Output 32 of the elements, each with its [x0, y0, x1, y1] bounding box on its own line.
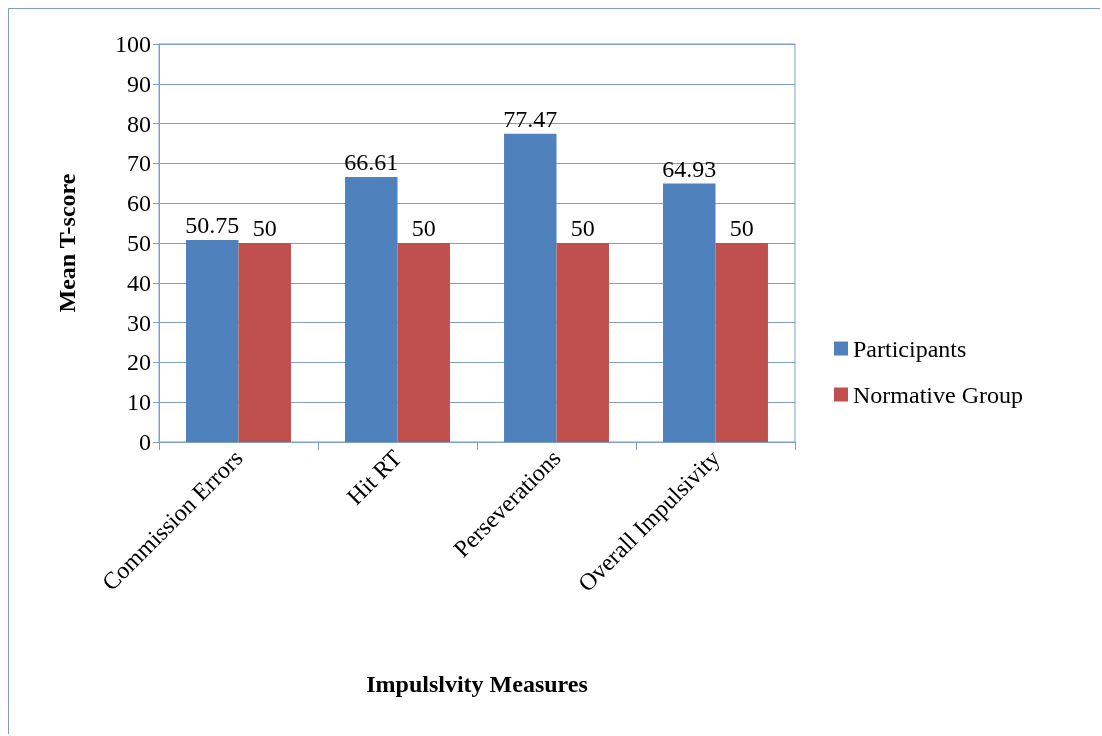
y-tick-label: 90	[127, 70, 151, 97]
bar	[186, 240, 239, 442]
bar	[715, 243, 768, 442]
data-label: 50	[729, 215, 754, 241]
data-label: 77.47	[503, 105, 558, 132]
legend-label: Participants	[853, 335, 967, 362]
y-tick-label: 40	[127, 269, 151, 296]
data-label: 50	[252, 215, 277, 241]
bar	[556, 243, 609, 442]
bar	[504, 133, 557, 442]
y-tick-label: 0	[139, 429, 151, 455]
data-label: 50	[570, 215, 595, 241]
data-label: 50.75	[185, 212, 240, 239]
bar	[345, 176, 398, 442]
data-label: 50	[411, 215, 436, 241]
y-tick-label: 70	[127, 150, 151, 177]
y-tick-label: 80	[127, 110, 151, 137]
x-tick-label: Hit RT	[341, 444, 407, 510]
bar	[238, 243, 291, 442]
data-label: 66.61	[344, 148, 399, 175]
x-axis-title: Impulslvity Measures	[366, 671, 588, 697]
y-tick-label: 100	[115, 31, 151, 57]
bar	[397, 243, 450, 442]
y-tick-label: 60	[127, 190, 151, 217]
y-tick-label: 20	[127, 349, 151, 376]
bar	[663, 183, 716, 442]
y-tick-label: 50	[127, 230, 151, 256]
legend-label: Normative Group	[853, 381, 1023, 408]
y-tick-label: 10	[127, 389, 151, 416]
data-label: 64.93	[662, 155, 717, 182]
y-axis-title: Mean T-score	[54, 173, 80, 313]
y-tick-label: 30	[127, 309, 151, 336]
